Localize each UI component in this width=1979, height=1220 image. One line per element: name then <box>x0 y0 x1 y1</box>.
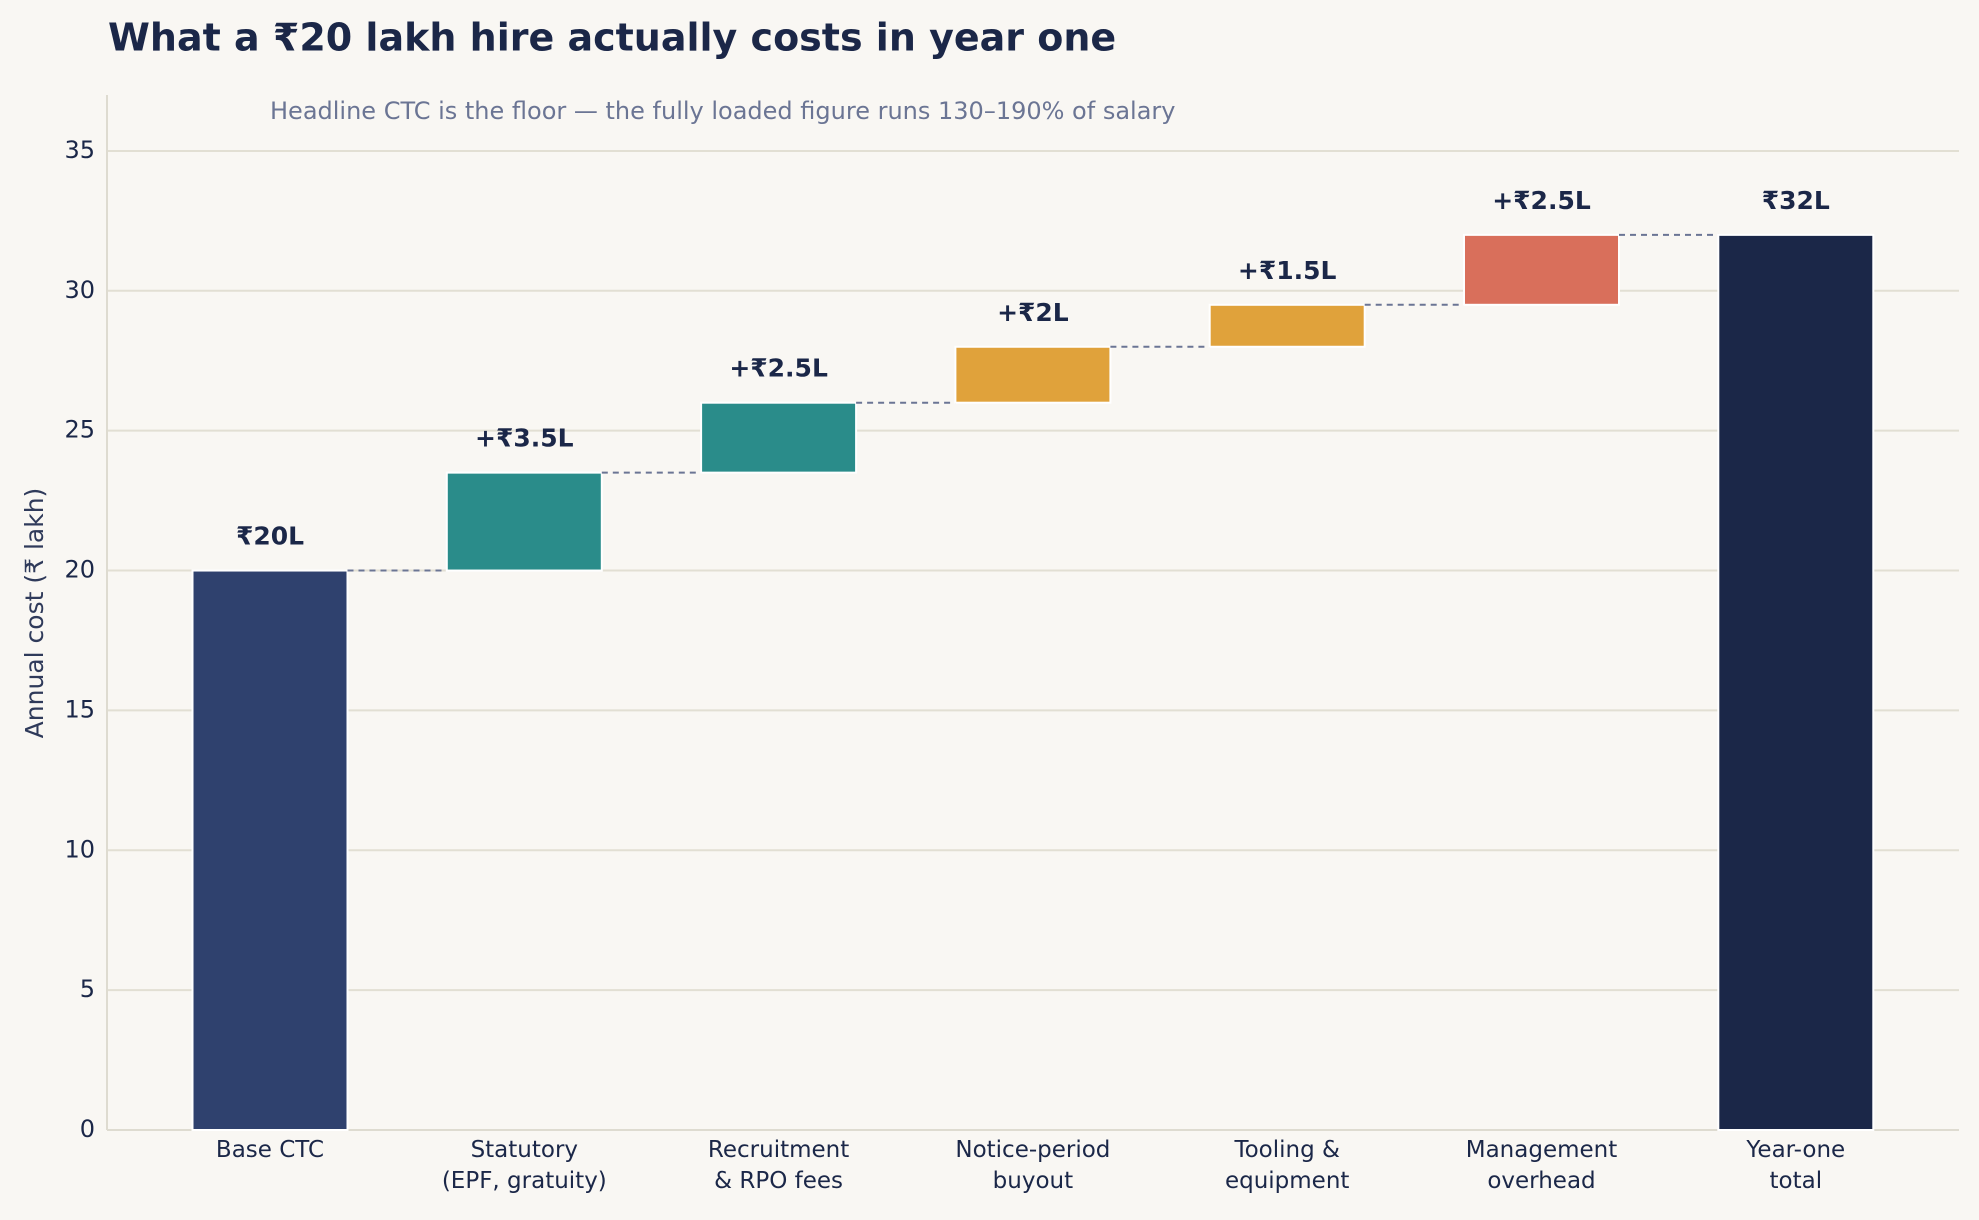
bar <box>954 345 1112 404</box>
x-tick-label-line: equipment <box>1225 1168 1349 1194</box>
chart-subtitle: Headline CTC is the floor — the fully lo… <box>270 97 1175 125</box>
x-tick-label: Recruitment & RPO fees <box>708 1137 849 1194</box>
bar <box>191 569 349 1131</box>
x-tick-label-line: Recruitment <box>708 1137 849 1163</box>
bar <box>1717 233 1875 1131</box>
x-tick-label-line: Base CTC <box>216 1137 324 1163</box>
x-tick-label-line: total <box>1770 1168 1823 1194</box>
bar <box>1463 233 1620 306</box>
x-tick-label-line: & RPO fees <box>714 1168 843 1194</box>
y-tick-label: 10 <box>64 835 95 863</box>
value-label: +₹2L <box>997 298 1069 327</box>
x-tick-label-line: Notice-period <box>955 1137 1110 1163</box>
y-axis-label: Annual cost (₹ lakh) <box>20 488 49 739</box>
x-tick-label-line: buyout <box>993 1168 1073 1194</box>
x-tick-label-line: (EPF, gratuity) <box>442 1168 607 1194</box>
x-tick-label-line: overhead <box>1487 1168 1595 1194</box>
y-tick-label: 5 <box>80 975 95 1003</box>
bar <box>1208 303 1366 348</box>
x-tick-label: Tooling & equipment <box>1225 1137 1349 1194</box>
y-tick-label: 0 <box>80 1115 95 1143</box>
x-tick-label-line: Tooling & <box>1233 1137 1340 1163</box>
bar <box>445 471 603 572</box>
x-tick-label: Base CTC <box>216 1137 324 1163</box>
y-tick-label: 35 <box>64 136 95 164</box>
value-label: +₹2.5L <box>729 354 828 383</box>
x-tick-label: Year-one total <box>1745 1137 1845 1194</box>
x-tick-label: Notice-period buyout <box>955 1137 1110 1194</box>
y-tick-label: 30 <box>64 276 95 304</box>
x-tick-label-line: Year-one <box>1745 1137 1845 1163</box>
value-label: ₹20L <box>236 522 304 551</box>
chart-title: What a ₹20 lakh hire actually costs in y… <box>108 16 1116 60</box>
y-tick-label: 20 <box>64 556 95 584</box>
y-tick-label: 25 <box>64 416 95 444</box>
x-tick-label: Statutory (EPF, gratuity) <box>442 1137 607 1194</box>
x-tick-label: Management overhead <box>1466 1137 1618 1194</box>
bar <box>700 401 858 474</box>
value-label: +₹2.5L <box>1492 186 1591 215</box>
value-label: +₹3.5L <box>475 424 574 453</box>
value-label: +₹1.5L <box>1238 256 1337 285</box>
x-tick-label-line: Statutory <box>471 1137 578 1163</box>
y-tick-label: 15 <box>64 695 95 723</box>
value-label: ₹32L <box>1762 186 1830 215</box>
x-tick-label-line: Management <box>1466 1137 1618 1163</box>
